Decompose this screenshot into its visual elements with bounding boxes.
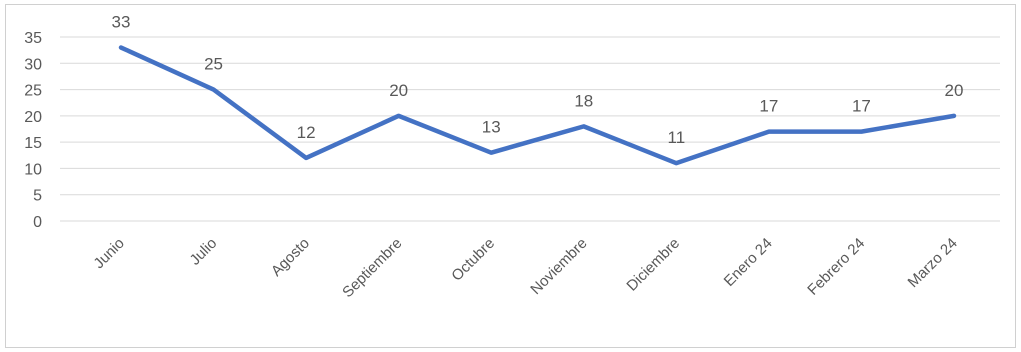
data-labels: 33 25 12 20 13 18 11 17 17 20 bbox=[112, 13, 964, 148]
chart-frame bbox=[5, 4, 1016, 348]
y-tick-label: 10 bbox=[24, 161, 42, 178]
data-label: 12 bbox=[297, 123, 316, 142]
data-label: 17 bbox=[759, 97, 778, 116]
data-label: 33 bbox=[112, 13, 131, 32]
x-category-label: Enero 24 bbox=[721, 235, 776, 290]
x-category-label: Agosto bbox=[268, 235, 313, 280]
data-label: 20 bbox=[389, 81, 408, 100]
y-tick-label: 20 bbox=[24, 109, 42, 126]
series-layer bbox=[118, 45, 957, 166]
y-axis-ticks: 0 5 10 15 20 25 30 35 bbox=[24, 30, 42, 231]
x-category-label: Marzo 24 bbox=[905, 235, 961, 291]
data-label: 13 bbox=[482, 118, 501, 137]
data-label: 11 bbox=[668, 128, 686, 147]
x-category-label: Junio bbox=[90, 235, 127, 272]
data-label: 17 bbox=[852, 97, 871, 116]
y-tick-label: 15 bbox=[24, 135, 42, 152]
x-category-label: Febrero 24 bbox=[804, 235, 868, 299]
x-category-label: Julio bbox=[187, 235, 221, 269]
y-tick-label: 0 bbox=[33, 214, 42, 231]
y-tick-label: 25 bbox=[24, 83, 42, 100]
x-category-label: Octubre bbox=[448, 235, 498, 285]
grid-layer bbox=[60, 36, 1000, 222]
data-label: 18 bbox=[574, 91, 593, 110]
x-category-label: Septiembre bbox=[339, 235, 405, 301]
data-label: 25 bbox=[204, 55, 223, 74]
x-axis-categories: Junio Julio Agosto Septiembre Octubre Noviemb… bbox=[90, 235, 960, 301]
data-label: 20 bbox=[945, 81, 964, 100]
x-category-label: Diciembre bbox=[623, 235, 683, 295]
y-tick-label: 30 bbox=[24, 56, 42, 73]
y-tick-label: 35 bbox=[24, 30, 42, 47]
x-category-label: Noviembre bbox=[527, 235, 590, 298]
series-line bbox=[118, 45, 957, 166]
y-tick-label: 5 bbox=[33, 188, 42, 205]
